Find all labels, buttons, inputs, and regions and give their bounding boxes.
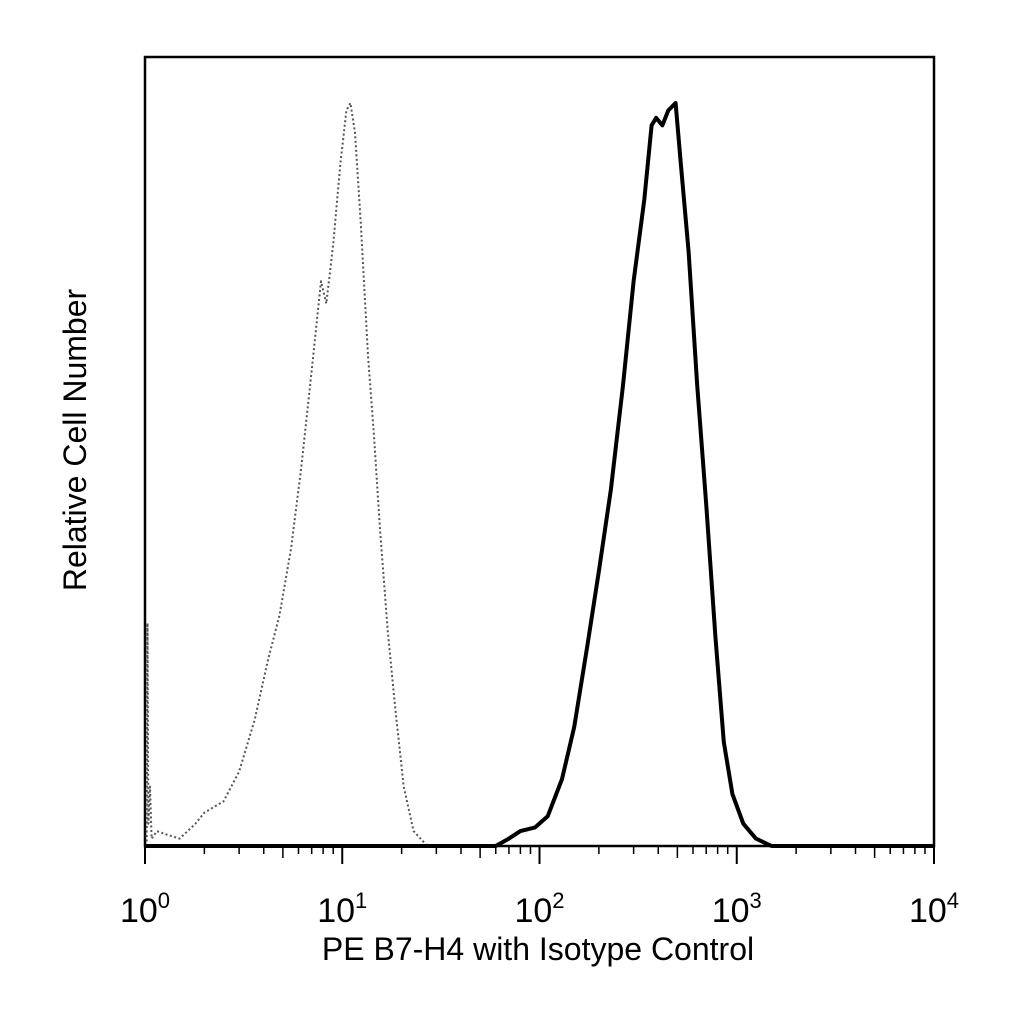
x-tick-label: 102: [514, 888, 564, 930]
x-tick-label: 104: [909, 888, 959, 930]
x-tick-label: 101: [317, 888, 367, 930]
x-axis-title: PE B7-H4 with Isotype Control: [322, 931, 754, 967]
x-tick-label: 100: [120, 888, 170, 930]
plot-frame: [143, 55, 936, 848]
histogram-series: [145, 101, 934, 848]
x-axis-tick-labels: 100 101 102 103 104: [120, 888, 959, 930]
b7-h4-histogram: [145, 101, 934, 848]
x-axis-major-ticks: [144, 846, 935, 864]
x-tick-label: 103: [712, 888, 762, 930]
isotype-control-histogram: [145, 102, 450, 847]
y-axis-title: Relative Cell Number: [57, 288, 93, 591]
